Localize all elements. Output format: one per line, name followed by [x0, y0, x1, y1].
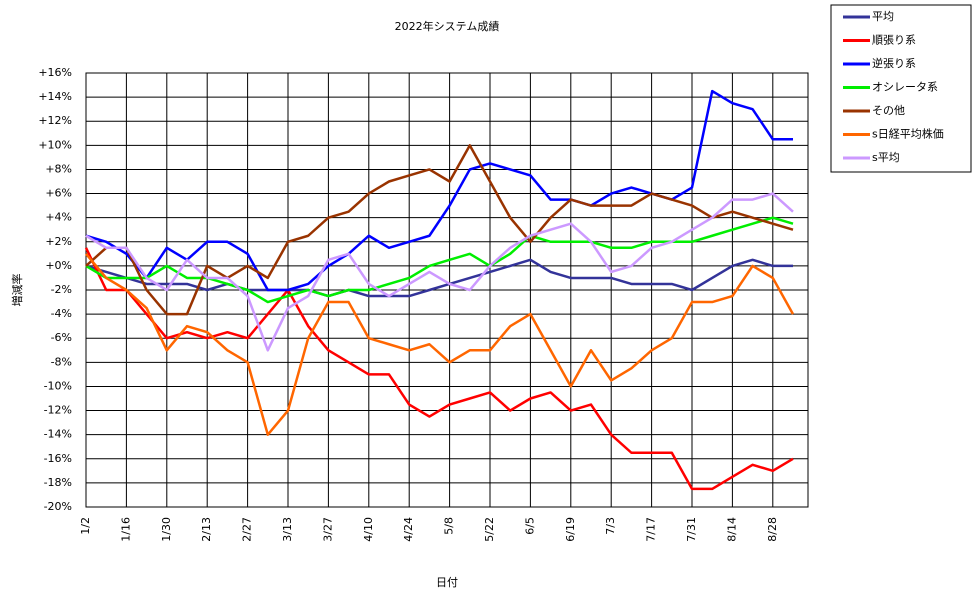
y-tick-label: -10% — [44, 379, 72, 392]
legend-label: s平均 — [872, 151, 900, 164]
x-axis-label: 日付 — [436, 576, 458, 589]
y-tick-label: +8% — [45, 162, 72, 175]
y-tick-label: -6% — [51, 331, 72, 344]
y-tick-label: -14% — [44, 428, 72, 441]
legend-label: s日経平均株価 — [872, 127, 944, 141]
x-tick-label: 8/14 — [725, 517, 738, 542]
series-line — [85, 89, 793, 292]
y-axis-label: 増減率 — [10, 274, 24, 307]
y-tick-label: -8% — [51, 355, 72, 368]
y-tick-label: +14% — [38, 90, 72, 103]
y-tick-label: -12% — [44, 404, 72, 417]
chart-title: 2022年システム成績 — [395, 19, 500, 33]
series-line — [85, 258, 793, 298]
legend-label: 順張り系 — [872, 34, 916, 47]
legend-label: 平均 — [872, 10, 894, 23]
plot-frame — [85, 72, 809, 508]
x-tick-label: 6/19 — [564, 517, 577, 542]
series-line — [85, 253, 795, 436]
y-tick-label: +10% — [38, 138, 72, 151]
x-tick-label: 6/5 — [523, 517, 536, 535]
series-line — [85, 192, 794, 352]
y-tick-label: +2% — [45, 235, 72, 248]
series-line — [85, 216, 794, 304]
x-tick-label: 4/10 — [362, 517, 375, 542]
y-tick-label: -20% — [44, 500, 72, 513]
x-tick-label: 8/28 — [766, 517, 779, 542]
x-tick-label: 5/8 — [443, 517, 456, 535]
legend-label: その他 — [872, 104, 905, 117]
y-tick-label: -4% — [51, 307, 72, 320]
x-tick-label: 7/3 — [604, 517, 617, 535]
y-tick-label: +16% — [38, 66, 72, 79]
x-tick-label: 2/13 — [200, 517, 213, 542]
y-tick-label: +12% — [38, 114, 72, 127]
x-tick-label: 1/30 — [160, 517, 173, 542]
x-tick-label: 4/24 — [402, 517, 415, 542]
x-tick-label: 1/16 — [119, 517, 132, 542]
x-tick-label: 2/27 — [241, 517, 254, 542]
y-tick-label: -18% — [44, 476, 72, 489]
y-tick-label: +0% — [45, 259, 72, 272]
x-tick-label: 7/17 — [645, 517, 658, 542]
legend-label: 逆張り系 — [872, 56, 916, 70]
x-tick-label: 7/31 — [685, 517, 698, 542]
y-tick-label: +6% — [45, 187, 72, 200]
x-tick-label: 5/22 — [483, 517, 496, 542]
series-line — [84, 247, 794, 491]
legend-label: オシレータ系 — [872, 81, 938, 94]
y-tick-label: -2% — [51, 283, 72, 296]
y-tick-label: -16% — [44, 452, 72, 465]
y-tick-label: +4% — [45, 211, 72, 224]
x-tick-label: 1/2 — [79, 517, 92, 535]
x-tick-label: 3/27 — [321, 517, 334, 542]
x-tick-label: 3/13 — [281, 517, 294, 542]
